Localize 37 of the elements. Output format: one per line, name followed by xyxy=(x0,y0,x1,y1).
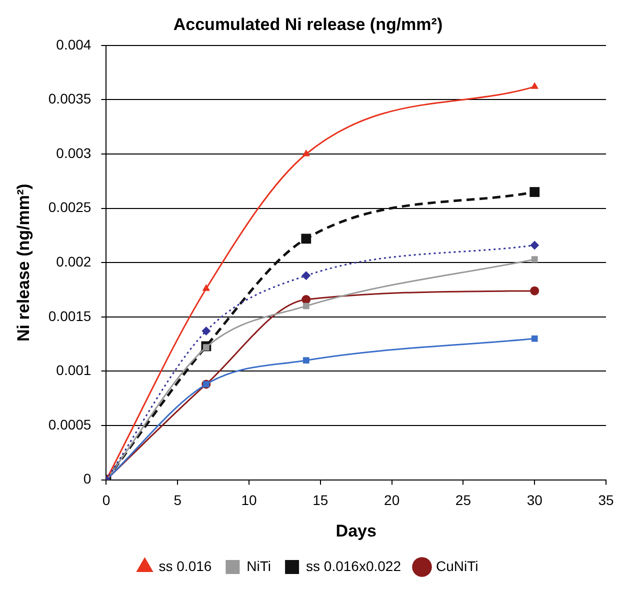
x-tick-label: 5 xyxy=(174,492,182,508)
point xyxy=(530,187,540,197)
y-tick-label: 0 xyxy=(83,470,92,487)
legend-label: ss 0.016 xyxy=(158,558,212,574)
chart-title: Accumulated Ni release (ng/mm²) xyxy=(173,14,443,34)
y-tick-label: 0.004 xyxy=(56,36,92,52)
point xyxy=(202,284,210,291)
point xyxy=(531,335,538,342)
point xyxy=(530,82,538,89)
y-tick-label: 0.003 xyxy=(56,144,92,161)
point xyxy=(301,234,312,244)
y-tick-label: 0.0015 xyxy=(48,308,92,324)
point xyxy=(202,326,211,336)
point xyxy=(530,240,540,250)
x-axis-title: Days xyxy=(336,521,376,540)
legend-label: NiTi xyxy=(246,558,272,574)
x-tick-label: 25 xyxy=(455,492,472,508)
y-tick-label: 0.002 xyxy=(56,253,92,270)
x-tick-label: 35 xyxy=(598,492,614,508)
point xyxy=(302,150,310,156)
y-axis-title: Ni release (ng/mm²) xyxy=(14,184,33,342)
x-tick-label: 20 xyxy=(384,492,400,508)
y-tick-label: 0.0035 xyxy=(48,90,92,107)
x-tick-label: 30 xyxy=(526,492,543,508)
legend-label: CuNiTi xyxy=(436,558,478,574)
y-tick-label: 0.0025 xyxy=(48,199,92,216)
legend-label: ss 0.016x0.022 xyxy=(306,558,402,574)
point xyxy=(302,302,310,310)
y-tick-label: 0.0005 xyxy=(48,416,92,432)
x-tick-label: 10 xyxy=(241,492,258,508)
point xyxy=(302,357,310,364)
point xyxy=(531,256,538,263)
x-tick-label: 0 xyxy=(102,492,110,508)
point xyxy=(530,286,540,296)
y-tick-label: 0.001 xyxy=(56,362,92,378)
point xyxy=(302,271,311,280)
x-tick-label: 15 xyxy=(312,492,328,508)
